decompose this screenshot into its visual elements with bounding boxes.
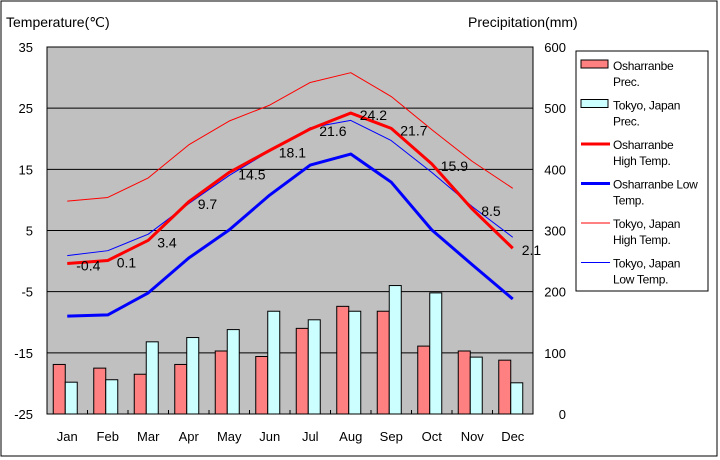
- y-right-tick-label: 300: [544, 224, 566, 239]
- legend-label: Temp.: [613, 194, 644, 208]
- x-tick-label: Mar: [137, 429, 160, 444]
- y-right-tick-label: 100: [544, 346, 566, 361]
- x-tick-label: Aug: [339, 429, 362, 444]
- bar-tokyo-prec: [510, 382, 524, 415]
- data-label: -0.4: [76, 258, 100, 274]
- bar-tokyo-prec: [267, 310, 281, 415]
- legend-label: Osharranbe: [613, 138, 674, 152]
- legend-label: Osharranbe: [613, 59, 674, 73]
- bar-osharranbe-prec: [457, 350, 471, 415]
- data-label: 14.5: [238, 166, 265, 182]
- data-label: 21.6: [319, 123, 346, 139]
- bar-tokyo-prec: [145, 341, 159, 415]
- bar-osharranbe-prec: [255, 356, 269, 415]
- x-tick-label: Dec: [501, 429, 525, 444]
- bar-osharranbe-prec: [336, 305, 350, 415]
- y-left-tick-label: 35: [19, 40, 33, 55]
- x-tick-label: Feb: [97, 429, 119, 444]
- bar-osharranbe-prec: [174, 363, 188, 415]
- legend-label: Tokyo, Japan: [613, 99, 680, 113]
- y-left-tick-label: -5: [21, 285, 33, 300]
- y-left-tick-label: 25: [19, 101, 33, 116]
- data-label: 9.7: [198, 196, 218, 212]
- legend-box: [575, 50, 709, 292]
- legend-label: Tokyo, Japan: [613, 217, 680, 231]
- y-right-title: Precipitation(mm): [468, 14, 578, 30]
- bar-tokyo-prec: [307, 319, 321, 415]
- bar-tokyo-prec: [186, 337, 200, 415]
- legend-label: Prec.: [613, 75, 640, 89]
- data-label: 2.1: [522, 242, 542, 258]
- bar-osharranbe-prec: [133, 373, 147, 415]
- data-label: 18.1: [279, 144, 306, 160]
- bar-tokyo-prec: [469, 356, 483, 415]
- x-tick-label: Oct: [422, 429, 443, 444]
- y-right-tick-label: 0: [559, 407, 566, 422]
- legend-label: High Temp.: [613, 154, 670, 168]
- x-tick-label: Nov: [461, 429, 485, 444]
- bar-osharranbe-prec: [417, 345, 431, 415]
- bar-tokyo-prec: [348, 310, 362, 415]
- y-left-tick-label: 15: [19, 162, 33, 177]
- data-label: 0.1: [117, 254, 137, 270]
- x-tick-label: May: [217, 429, 242, 444]
- y-left-tick-label: 5: [26, 224, 33, 239]
- x-tick-label: Sep: [380, 429, 403, 444]
- line-osharranbe-high-temp: [67, 111, 514, 266]
- line-osharranbe-low-temp: [67, 152, 514, 318]
- y-right-tick-label: 400: [544, 162, 566, 177]
- y-left-tick-label: -25: [14, 407, 33, 422]
- legend-label: Tokyo, Japan: [613, 257, 680, 271]
- bar-osharranbe-prec: [295, 327, 309, 415]
- y-right-tick-label: 500: [544, 101, 566, 116]
- bar-tokyo-prec: [388, 285, 402, 415]
- x-tick-label: Apr: [179, 429, 200, 444]
- legend-swatch: [580, 59, 609, 69]
- legend-label: Prec.: [613, 115, 640, 129]
- x-tick-label: Jan: [57, 429, 78, 444]
- y-right-tick-label: 200: [544, 285, 566, 300]
- legend-swatch: [580, 99, 609, 108]
- bar-tokyo-prec: [429, 292, 443, 415]
- bar-osharranbe-prec: [214, 350, 228, 415]
- bar-osharranbe-prec: [93, 367, 107, 415]
- legend-label: Osharranbe Low: [613, 178, 698, 192]
- bar-tokyo-prec: [226, 329, 240, 415]
- bar-tokyo-prec: [64, 381, 78, 415]
- bar-tokyo-prec: [105, 379, 119, 415]
- data-label: 24.2: [360, 107, 387, 123]
- line-tokyo-high-temp: [67, 72, 514, 202]
- data-label: 8.5: [481, 203, 501, 219]
- data-label: 15.9: [441, 158, 468, 174]
- legend-label: High Temp.: [613, 233, 670, 247]
- bar-osharranbe-prec: [498, 359, 512, 415]
- x-tick-label: Jul: [302, 429, 319, 444]
- bar-osharranbe-prec: [52, 363, 66, 415]
- data-label: 21.7: [400, 122, 427, 138]
- bar-osharranbe-prec: [376, 310, 390, 415]
- y-left-title: Temperature(℃): [6, 14, 110, 30]
- data-label: 3.4: [157, 234, 177, 250]
- y-left-tick-label: -15: [14, 346, 33, 361]
- x-tick-label: Jun: [259, 429, 280, 444]
- legend-label: Low Temp.: [613, 273, 668, 287]
- y-right-tick-label: 600: [544, 40, 566, 55]
